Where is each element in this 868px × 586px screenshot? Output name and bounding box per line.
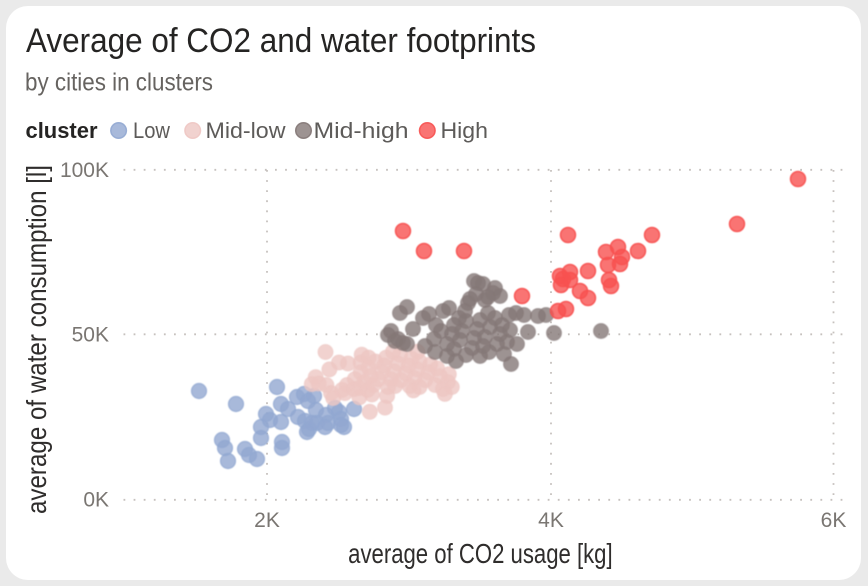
svg-text:100K: 100K [60,159,109,182]
svg-text:average of water consumption [: average of water consumption [l] [21,165,52,514]
svg-text:Mid-low: Mid-low [206,118,286,143]
svg-text:cluster: cluster [26,118,98,143]
svg-text:Average of CO2 and water footp: Average of CO2 and water footprints [26,22,536,60]
svg-text:0K: 0K [83,489,109,512]
svg-text:average of CO2 usage [kg]: average of CO2 usage [kg] [348,538,613,569]
svg-text:2K: 2K [254,509,280,532]
svg-text:Mid-high: Mid-high [314,118,409,143]
svg-text:6K: 6K [821,509,847,532]
svg-text:by cities in clusters: by cities in clusters [25,69,213,97]
svg-text:50K: 50K [72,324,109,347]
svg-text:Low: Low [133,118,170,143]
svg-text:High: High [441,118,489,143]
svg-text:4K: 4K [538,509,564,532]
